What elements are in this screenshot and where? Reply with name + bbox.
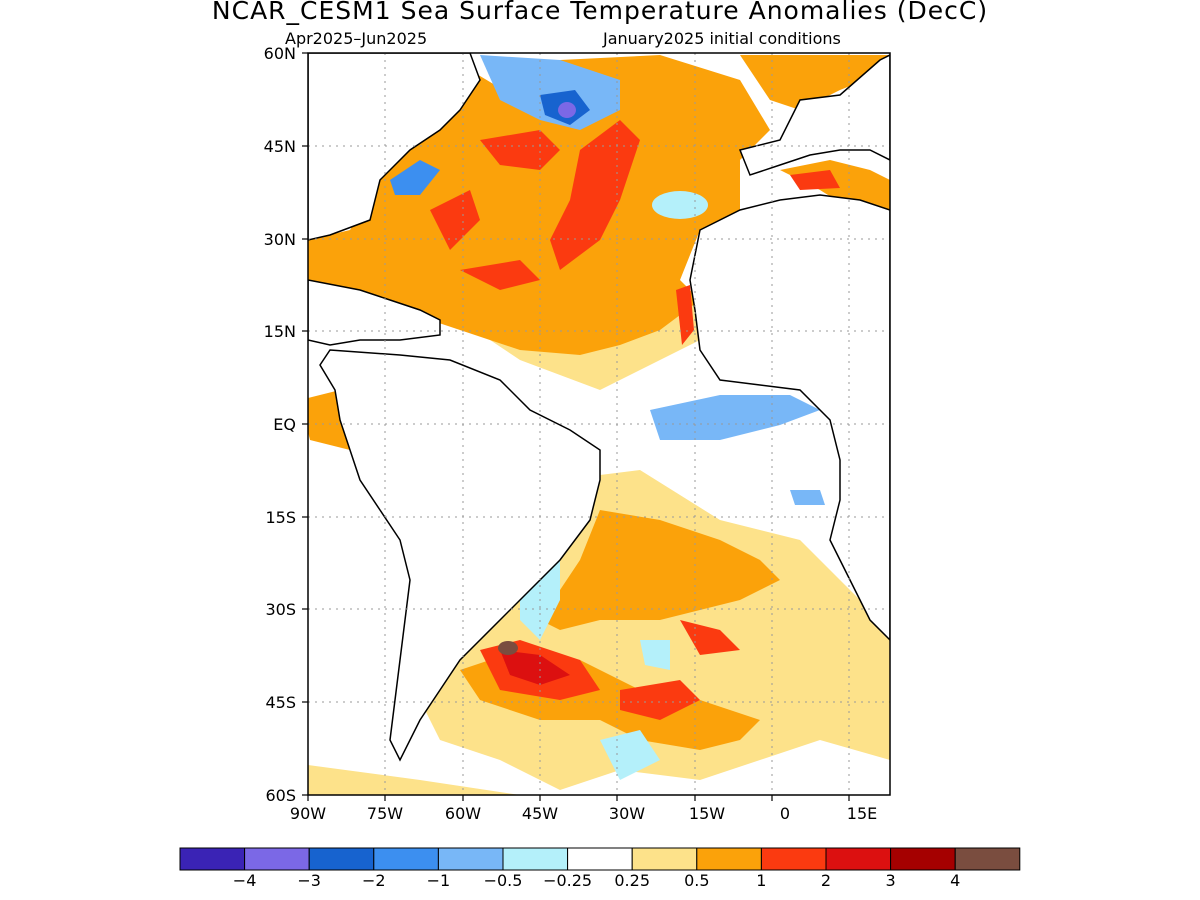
anomaly-red-south2 bbox=[620, 680, 700, 720]
lon-label-75w: 75W bbox=[366, 804, 404, 823]
lon-label-30w: 30W bbox=[608, 804, 646, 823]
anomaly-cyan-azores bbox=[652, 191, 708, 219]
colorbar-swatch bbox=[502, 847, 569, 871]
colorbar-label: 3 bbox=[885, 871, 896, 890]
colorbar-swatch bbox=[567, 847, 633, 871]
colorbar-label: 2 bbox=[820, 871, 832, 890]
anomaly-orange-ne bbox=[740, 55, 890, 110]
land-south-america bbox=[319, 349, 601, 762]
colorbar-swatch bbox=[373, 847, 439, 871]
lat-label-15s: 15S bbox=[265, 508, 296, 527]
land-north-america bbox=[308, 53, 481, 346]
anomaly-blue-equatorial bbox=[650, 395, 820, 440]
page-title: NCAR_CESM1 Sea Surface Temperature Anoma… bbox=[211, 0, 989, 25]
colorbar bbox=[179, 847, 1021, 871]
lon-label-45w: 45W bbox=[521, 804, 559, 823]
colorbar-swatch bbox=[696, 847, 762, 871]
anomaly-red-africa bbox=[676, 285, 694, 345]
colorbar-swatch bbox=[825, 847, 892, 871]
lat-label-eq: EQ bbox=[273, 415, 296, 434]
colorbar-swatch bbox=[631, 847, 698, 871]
lon-label-60w: 60W bbox=[444, 804, 482, 823]
land-europe bbox=[738, 54, 890, 176]
colorbar-label: 4 bbox=[950, 871, 961, 890]
colorbar-swatch bbox=[760, 847, 827, 871]
colorbar-label: −4 bbox=[232, 871, 257, 890]
lon-label-0: 0 bbox=[779, 804, 791, 823]
anomaly-blue-gulfmaine bbox=[390, 160, 440, 195]
colorbar-swatch bbox=[437, 847, 504, 871]
colorbar-swatch bbox=[890, 847, 956, 871]
anomaly-red-north3 bbox=[430, 190, 480, 250]
lat-label-60s: 60S bbox=[265, 786, 296, 805]
period-subtitle: Apr2025–Jun2025 bbox=[285, 29, 428, 48]
lon-label-15w: 15W bbox=[688, 804, 726, 823]
anomaly-darkred-south bbox=[500, 650, 570, 685]
anomaly-red-north2 bbox=[550, 120, 640, 270]
anomaly-blue-south bbox=[600, 730, 660, 780]
anomaly-blue-benguela bbox=[790, 490, 825, 505]
anomaly-yellow-southbelt bbox=[308, 765, 520, 795]
lon-label-90w: 90W bbox=[289, 804, 327, 823]
colorbar-label: −0.25 bbox=[543, 871, 593, 890]
anomaly-blue-mid bbox=[640, 640, 670, 670]
anomaly-field bbox=[308, 53, 890, 795]
lat-label-30n: 30N bbox=[263, 230, 296, 249]
anomaly-red-med bbox=[790, 170, 840, 190]
anomaly-purple-labrador bbox=[558, 102, 576, 118]
lat-label-45s: 45S bbox=[265, 693, 296, 712]
colorbar-label: −1 bbox=[426, 871, 451, 890]
colorbar-label: −0.5 bbox=[483, 871, 523, 890]
colorbar-swatch bbox=[179, 847, 246, 871]
colorbar-label: −3 bbox=[297, 871, 321, 890]
axis-ticks bbox=[302, 52, 850, 801]
colorbar-swatch bbox=[244, 847, 310, 871]
grid-lines bbox=[308, 53, 890, 795]
land-africa bbox=[689, 194, 890, 642]
colorbar-label: 1 bbox=[756, 871, 767, 890]
anomaly-orange-south bbox=[540, 510, 780, 630]
colorbar-label: 0.25 bbox=[614, 871, 650, 890]
lat-label-15n: 15N bbox=[263, 322, 296, 341]
lon-label-15e: 15E bbox=[846, 804, 878, 823]
anomaly-brown-south bbox=[498, 641, 518, 655]
lat-label-60n: 60N bbox=[263, 44, 296, 63]
anomaly-red-north4 bbox=[460, 260, 540, 290]
lat-label-45n: 45N bbox=[263, 137, 296, 156]
initial-conditions-subtitle: January2025 initial conditions bbox=[603, 29, 841, 48]
colorbar-swatch bbox=[308, 847, 375, 871]
lat-label-30s: 30S bbox=[265, 600, 296, 619]
colorbar-label: 0.5 bbox=[684, 871, 710, 890]
colorbar-label: −2 bbox=[362, 871, 386, 890]
colorbar-swatch bbox=[954, 847, 1021, 871]
